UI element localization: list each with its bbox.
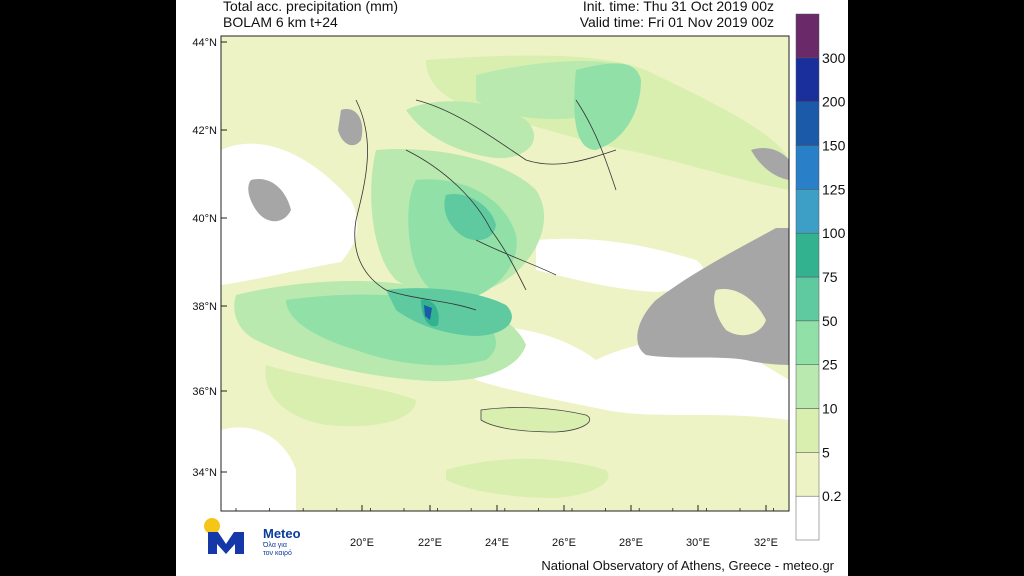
lat-tick-label: 38°N bbox=[192, 301, 217, 313]
logo-tagline: Όλα για τον καιρό bbox=[263, 542, 313, 558]
logo-tagline-line1: Όλα για bbox=[263, 542, 287, 549]
colorbar-label: 100 bbox=[822, 225, 846, 241]
lat-tick-label: 34°N bbox=[192, 467, 217, 479]
colorbar-label: 50 bbox=[822, 313, 838, 329]
logo-tagline-line2: τον καιρό bbox=[263, 550, 292, 557]
colorbar-label: 150 bbox=[822, 138, 846, 154]
map-title: Total acc. precipitation (mm) bbox=[223, 0, 399, 14]
init-time: Init. time: Thu 31 Oct 2019 00z bbox=[582, 0, 774, 14]
valid-time: Valid time: Fri 01 Nov 2019 00z bbox=[579, 14, 774, 30]
colorbar-swatch bbox=[795, 232, 820, 278]
map-area bbox=[221, 36, 789, 511]
colorbar-swatch bbox=[795, 495, 820, 541]
lon-tick-label: 24°E bbox=[485, 537, 509, 549]
latitude-ticks: 44°N 42°N 40°N 38°N 36°N 34°N bbox=[192, 37, 227, 479]
colorbar-label: 0.2 bbox=[822, 488, 842, 504]
longitude-ticks: 20°E 22°E 24°E 26°E 28°E 30°E 32°E bbox=[235, 505, 778, 549]
lat-tick-label: 40°N bbox=[192, 213, 217, 225]
lon-tick-label: 22°E bbox=[418, 537, 442, 549]
colorbar-swatch bbox=[795, 408, 820, 453]
colorbar-swatch bbox=[795, 452, 820, 497]
colorbar: 0.2 5 10 25 50 75 100 125 150 200 300 bbox=[795, 13, 846, 541]
source-credit: National Observatory of Athens, Greece -… bbox=[541, 558, 834, 573]
colorbar-swatch bbox=[795, 145, 820, 190]
colorbar-label: 200 bbox=[822, 94, 846, 110]
colorbar-label: 300 bbox=[822, 50, 846, 66]
colorbar-swatch bbox=[795, 101, 820, 146]
lon-tick-label: 32°E bbox=[754, 537, 778, 549]
colorbar-swatch bbox=[795, 189, 820, 234]
lat-tick-label: 36°N bbox=[192, 386, 217, 398]
colorbar-label: 125 bbox=[822, 181, 846, 197]
lon-tick-label: 20°E bbox=[350, 537, 374, 549]
colorbar-label: 25 bbox=[822, 357, 838, 373]
colorbar-swatch bbox=[795, 320, 820, 365]
precipitation-map: 44°N 42°N 40°N 38°N 36°N 34°N 20°E 22°E 24°E 26°… bbox=[192, 13, 846, 549]
adriatic-sea bbox=[221, 143, 358, 285]
colorbar-label: 75 bbox=[822, 269, 838, 285]
meteo-logo bbox=[204, 516, 314, 562]
lon-tick-label: 30°E bbox=[686, 537, 710, 549]
colorbar-label: 10 bbox=[822, 401, 838, 417]
forecast-panel: Total acc. precipitation (mm) BOLAM 6 km… bbox=[176, 0, 848, 576]
colorbar-swatch bbox=[795, 364, 820, 409]
lat-tick-label: 42°N bbox=[192, 125, 217, 137]
lon-tick-label: 26°E bbox=[552, 537, 576, 549]
colorbar-label: 5 bbox=[822, 444, 830, 460]
colorbar-swatch bbox=[795, 13, 820, 59]
lat-tick-label: 44°N bbox=[192, 37, 217, 49]
lon-tick-label: 28°E bbox=[619, 537, 643, 549]
model-label: BOLAM 6 km t+24 bbox=[223, 14, 338, 30]
colorbar-swatch bbox=[795, 57, 820, 102]
colorbar-swatch bbox=[795, 276, 820, 322]
logo-name: Meteo bbox=[263, 526, 301, 541]
